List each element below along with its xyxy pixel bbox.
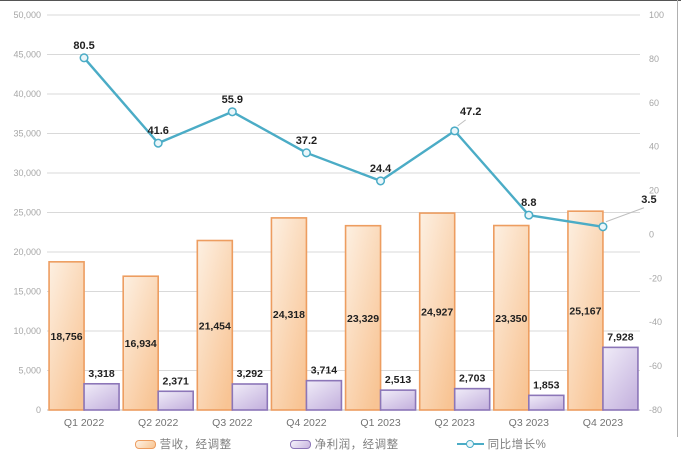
legend-item-yoy-growth[interactable]: 同比增长% <box>456 436 547 452</box>
bar-revenue[interactable] <box>122 275 159 411</box>
left-axis-tick: 35,000 <box>13 129 41 139</box>
right-axis-tick: -80 <box>649 405 662 415</box>
x-axis-category-label: Q3 2022 <box>212 417 252 429</box>
net-profit-data-label: 2,703 <box>459 373 485 385</box>
legend-label-net-profit: 净利润，经调整 <box>314 439 399 451</box>
yoy-growth-data-label: 41.6 <box>147 125 168 137</box>
right-axis-tick: -60 <box>649 361 662 371</box>
net-profit-data-label: 2,371 <box>163 375 189 387</box>
bar-net-profit[interactable] <box>528 394 565 411</box>
bar-revenue[interactable] <box>567 210 604 411</box>
bar-revenue[interactable] <box>48 261 85 411</box>
x-axis-category-label: Q2 2022 <box>138 417 178 429</box>
right-axis-tick: 40 <box>649 142 659 152</box>
revenue-data-label: 24,318 <box>273 309 305 321</box>
left-axis-tick: 5,000 <box>18 366 41 376</box>
bar-net-profit[interactable] <box>453 387 491 411</box>
legend-item-revenue[interactable]: 营收，经调整 <box>134 436 232 452</box>
net-profit-swatch-icon <box>289 439 311 449</box>
x-axis-category-label: Q4 2022 <box>286 417 326 429</box>
left-axis-tick: 15,000 <box>13 287 41 297</box>
yoy-growth-data-label: 55.9 <box>222 94 243 106</box>
bar-net-profit[interactable] <box>602 346 639 411</box>
bar-revenue[interactable] <box>344 224 382 411</box>
x-axis-category-label: Q3 2023 <box>509 417 549 429</box>
x-axis-category-label: Q4 2023 <box>583 417 623 429</box>
revenue-data-label: 24,927 <box>421 307 453 319</box>
sheet-right-border <box>677 0 678 437</box>
yoy-growth-marker[interactable] <box>153 138 163 148</box>
revenue-data-label: 21,454 <box>199 320 231 332</box>
bar-net-profit[interactable] <box>231 383 269 411</box>
yoy-growth-data-label: 3.5 <box>641 194 656 206</box>
yoy-growth-marker[interactable] <box>598 222 608 232</box>
left-axis-tick: 25,000 <box>13 208 41 218</box>
right-axis-tick: 60 <box>649 98 659 108</box>
left-axis-tick: 10,000 <box>13 326 41 336</box>
bar-net-profit[interactable] <box>157 390 194 411</box>
right-axis-tick: 0 <box>649 229 654 239</box>
right-axis-tick: -20 <box>649 273 662 283</box>
yoy-growth-data-label: 24.4 <box>370 163 392 175</box>
revenue-data-label: 25,167 <box>569 306 601 318</box>
left-axis-tick: 40,000 <box>13 89 41 99</box>
revenue-data-label: 16,934 <box>125 338 157 350</box>
revenue-data-label: 23,329 <box>347 313 379 325</box>
yoy-growth-marker[interactable] <box>227 107 237 117</box>
bar-revenue[interactable] <box>196 239 234 411</box>
yoy-line-swatch-icon <box>456 439 484 449</box>
left-axis-tick: 20,000 <box>13 247 41 257</box>
bar-net-profit[interactable] <box>379 389 417 411</box>
left-axis-tick: 30,000 <box>13 168 41 178</box>
net-profit-data-label: 2,513 <box>385 374 411 386</box>
net-profit-data-label: 7,928 <box>607 331 633 343</box>
right-axis-tick: -40 <box>649 317 662 327</box>
x-axis-category-label: Q1 2022 <box>64 417 104 429</box>
net-profit-data-label: 3,318 <box>88 368 114 380</box>
right-axis-tick: 100 <box>649 10 664 20</box>
net-profit-data-label: 3,292 <box>237 368 263 380</box>
yoy-growth-data-label: 80.5 <box>73 40 94 52</box>
revenue-data-label: 18,756 <box>51 331 83 343</box>
bar-net-profit[interactable] <box>305 379 343 411</box>
sheet-top-border <box>0 0 681 1</box>
bar-revenue[interactable] <box>418 212 456 411</box>
right-axis-tick: 20 <box>649 186 659 196</box>
left-axis-tick: 45,000 <box>13 50 41 60</box>
right-axis-tick: 80 <box>649 54 659 64</box>
net-profit-data-label: 3,714 <box>311 365 337 377</box>
yoy-growth-marker[interactable] <box>524 210 534 220</box>
yoy-growth-marker[interactable] <box>450 126 460 136</box>
revenue-swatch-icon <box>134 439 156 449</box>
yoy-growth-data-label: 47.2 <box>460 106 481 118</box>
label-leader-line <box>605 207 645 223</box>
yoy-growth-data-label: 37.2 <box>296 135 317 147</box>
bar-revenue[interactable] <box>493 224 530 411</box>
left-axis-tick: 0 <box>36 405 41 415</box>
yoy-growth-marker[interactable] <box>301 148 311 158</box>
legend-label-revenue: 营收，经调整 <box>159 439 232 451</box>
net-profit-data-label: 1,853 <box>533 379 559 391</box>
x-axis-category-label: Q1 2023 <box>360 417 400 429</box>
yoy-growth-line[interactable] <box>83 57 604 228</box>
left-axis-tick: 50,000 <box>13 10 41 20</box>
yoy-growth-data-label: 8.8 <box>521 197 536 209</box>
bar-net-profit[interactable] <box>83 382 120 411</box>
legend-label-yoy-growth: 同比增长% <box>487 439 547 451</box>
yoy-growth-marker[interactable] <box>79 53 89 63</box>
label-leader-line <box>457 119 466 127</box>
chart-legend: 营收，经调整 净利润，经调整 同比增长% <box>0 436 681 452</box>
yoy-growth-marker[interactable] <box>376 176 386 186</box>
revenue-data-label: 23,350 <box>495 313 527 325</box>
x-axis-category-label: Q2 2023 <box>435 417 475 429</box>
bar-revenue[interactable] <box>270 217 308 411</box>
legend-item-net-profit[interactable]: 净利润，经调整 <box>289 436 399 452</box>
